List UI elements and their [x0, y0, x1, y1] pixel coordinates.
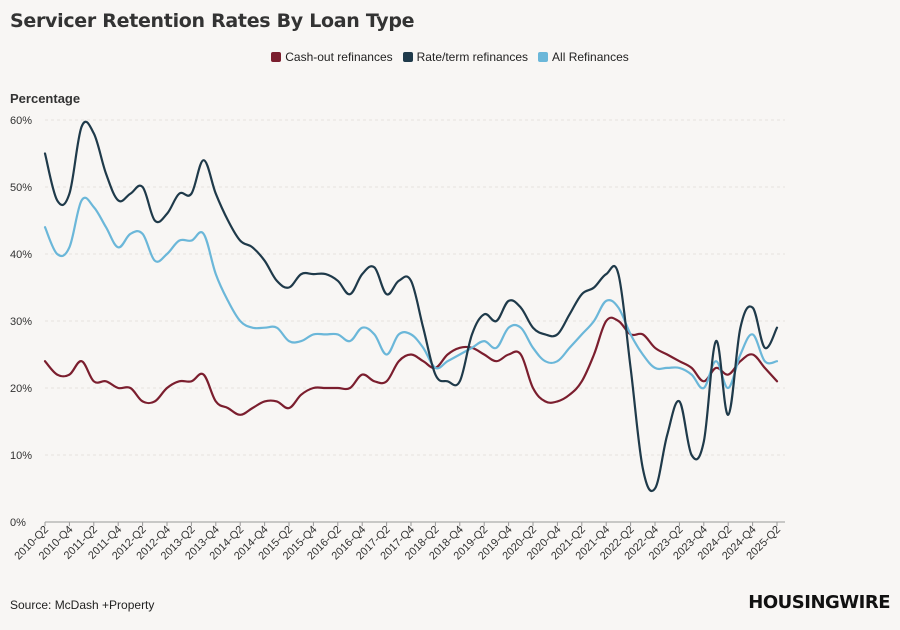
chart-title: Servicer Retention Rates By Loan Type: [10, 10, 415, 32]
rate-term-line: [43, 120, 779, 493]
legend-item-cash-out[interactable]: Cash-out refinances: [271, 50, 393, 64]
legend-item-rate-term[interactable]: Rate/term refinances: [402, 50, 529, 64]
legend-label-cash-out: Cash-out refinances: [285, 50, 393, 64]
y-tick-label: 20%: [10, 383, 32, 395]
all-refinances-line: [43, 196, 779, 390]
legend: Cash-out refinances Rate/term refinances…: [0, 50, 900, 64]
legend-item-all-refinances[interactable]: All Refinances: [538, 50, 629, 64]
housingwire-logo: HOUSINGWIRE: [748, 592, 890, 613]
y-tick-label: 50%: [10, 182, 32, 194]
y-tick-label: 0%: [10, 517, 26, 529]
y-tick-label: 10%: [10, 450, 32, 462]
y-axis-label: Percentage: [10, 91, 81, 106]
legend-label-rate-term: Rate/term refinances: [416, 50, 529, 64]
y-tick-label: 40%: [10, 249, 32, 261]
cash-out-line: [43, 316, 779, 416]
legend-swatch-rate-term: [402, 52, 413, 62]
legend-label-all-refinances: All Refinances: [552, 50, 629, 64]
legend-swatch-cash-out: [271, 52, 282, 62]
y-tick-label: 30%: [10, 316, 32, 328]
legend-swatch-all-refinances: [538, 52, 549, 62]
source-note: Source: McDash +Property: [10, 598, 155, 612]
y-tick-label: 60%: [10, 115, 32, 127]
